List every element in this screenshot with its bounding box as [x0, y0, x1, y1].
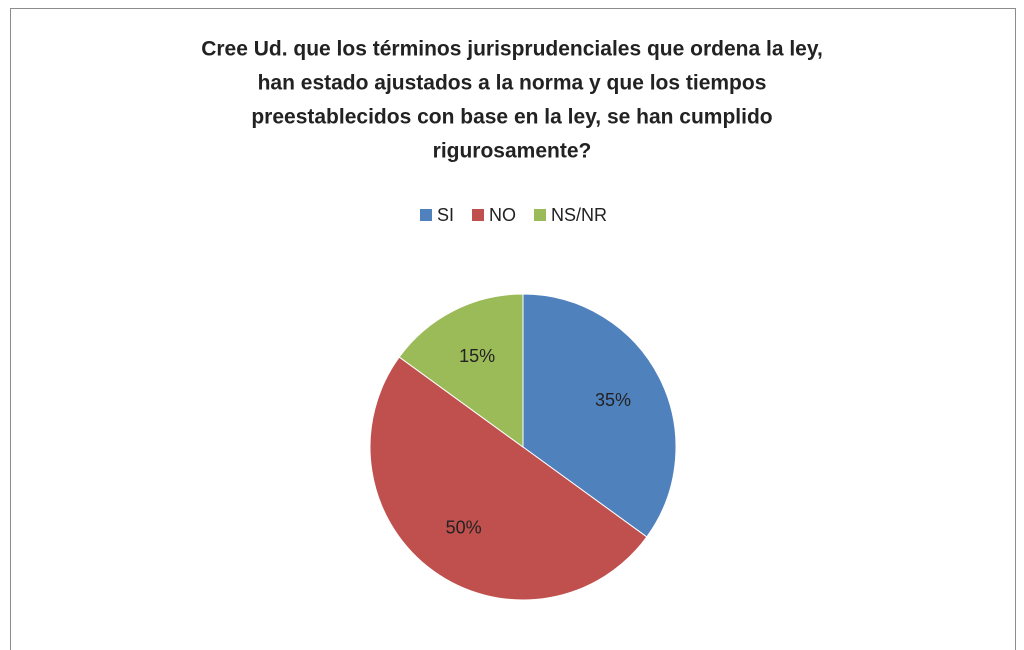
pie-slice	[398, 293, 524, 448]
data-label: 50%	[446, 517, 482, 537]
chart-title: rigurosamente?	[433, 140, 592, 163]
legend-label: SI	[437, 205, 454, 225]
legend-swatch	[472, 209, 484, 221]
legend-label: NO	[489, 205, 516, 225]
legend-label: NS/NR	[551, 205, 607, 225]
chart-title: han estado ajustados a la norma y que lo…	[258, 72, 767, 95]
pie-slice	[369, 356, 648, 601]
data-label: 35%	[595, 390, 631, 410]
chart-title: Cree Ud. que los términos jurisprudencia…	[201, 38, 823, 61]
pie-slice	[522, 293, 677, 538]
legend-swatch	[419, 209, 432, 221]
legend-swatch	[534, 209, 546, 221]
data-label: 15%	[459, 346, 495, 366]
chart-title: preestablecidos con base en la ley, se h…	[251, 106, 772, 129]
